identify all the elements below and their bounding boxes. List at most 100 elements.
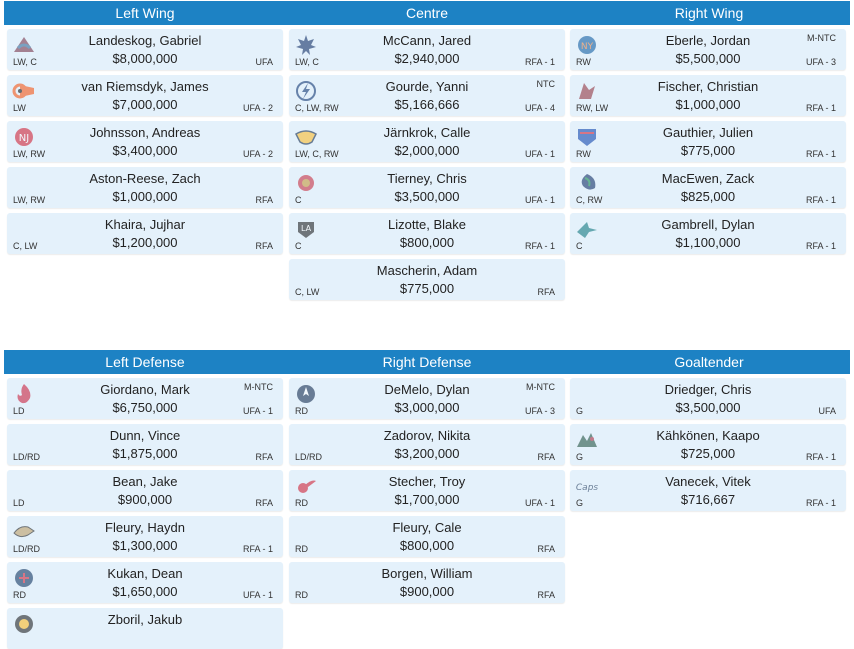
contract-status: UFA - 2 — [242, 149, 273, 159]
player-card[interactable]: Kukan, Dean $1,650,000 RD UFA - 1 — [7, 562, 283, 603]
contract-status: UFA — [255, 57, 273, 67]
position-label: LW, C — [13, 57, 37, 67]
position-label: G — [576, 452, 584, 462]
position-label: LW, RW — [13, 149, 46, 159]
player-card[interactable]: Stecher, Troy $1,700,000 RD UFA - 1 — [289, 470, 565, 511]
player-card[interactable]: Kähkönen, Kaapo $725,000 G RFA - 1 — [570, 424, 846, 465]
player-card[interactable]: Driedger, Chris $3,500,000 G UFA — [570, 378, 846, 419]
rangers-logo-icon — [575, 126, 599, 148]
player-card[interactable]: Landeskog, Gabriel $8,000,000 LW, C UFA — [7, 29, 283, 70]
player-card[interactable]: MacEwen, Zack $825,000 C, RW RFA - 1 — [570, 167, 846, 208]
blue-jackets-logo-icon — [12, 567, 36, 589]
header-right-wing: Right Wing — [674, 5, 744, 21]
position-label: C, LW — [295, 287, 320, 297]
player-card[interactable]: Tierney, Chris $3,500,000 C UFA - 1 — [289, 167, 565, 208]
player-name: Eberle, Jordan — [665, 33, 751, 48]
player-name: Aston-Reese, Zach — [89, 171, 201, 186]
player-card[interactable]: Järnkrok, Calle $2,000,000 LW, C, RW UFA - … — [289, 121, 565, 162]
defense-header-bar: Left Defense Right Defense Goaltender — [4, 350, 850, 374]
player-card[interactable]: Zboril, Jakub — [7, 608, 283, 649]
header-right-defense: Right Defense — [382, 354, 472, 370]
player-card[interactable]: Caps Vanecek, Vitek $716,667 G RFA - 1 — [570, 470, 846, 511]
player-card[interactable]: Bean, Jake $900,000 LD RFA — [7, 470, 283, 511]
cap-hit: $1,100,000 — [675, 235, 741, 250]
player-card[interactable]: McCann, Jared $2,940,000 LW, C RFA - 1 — [289, 29, 565, 70]
cap-hit: $725,000 — [680, 446, 736, 461]
capitals-logo-icon: Caps — [575, 475, 599, 497]
contract-status: UFA - 2 — [242, 103, 273, 113]
contract-status: RFA — [255, 241, 273, 251]
player-name: Driedger, Chris — [664, 382, 752, 397]
player-card[interactable]: Fleury, Haydn $1,300,000 LD/RD RFA - 1 — [7, 516, 283, 557]
player-card[interactable]: NY Eberle, Jordan $5,500,000 RW UFA - 3 M-NTC — [570, 29, 846, 70]
player-card[interactable]: Borgen, William $900,000 RD RFA — [289, 562, 565, 603]
player-card[interactable]: Zadorov, Nikita $3,200,000 LD/RD RFA — [289, 424, 565, 465]
player-card[interactable]: DeMelo, Dylan $3,000,000 RD UFA - 3 M-NTC — [289, 378, 565, 419]
coyotes-logo-icon — [575, 80, 599, 102]
position-label: LD — [13, 498, 25, 508]
svg-text:NY: NY — [581, 42, 594, 52]
cap-hit: $716,667 — [680, 492, 736, 507]
player-name: Giordano, Mark — [100, 382, 190, 397]
position-label: RW, LW — [576, 103, 609, 113]
cap-hit: $7,000,000 — [112, 97, 178, 112]
cap-hit: $1,000,000 — [675, 97, 741, 112]
player-card[interactable]: Gauthier, Julien $775,000 RW RFA - 1 — [570, 121, 846, 162]
player-card[interactable]: Giordano, Mark $6,750,000 LD UFA - 1 M-NTC — [7, 378, 283, 419]
player-name: Tierney, Chris — [387, 171, 467, 186]
player-card[interactable]: Gourde, Yanni $5,166,666 C, LW, RW UFA - 4 N… — [289, 75, 565, 116]
contract-status: UFA - 1 — [524, 149, 555, 159]
clause-badge: M-NTC — [807, 33, 836, 43]
svg-text:LA: LA — [301, 224, 312, 233]
cap-hit: $3,500,000 — [394, 189, 460, 204]
contract-status: UFA — [818, 406, 836, 416]
header-centre: Centre — [405, 5, 449, 21]
position-label: LD/RD — [13, 544, 41, 554]
clause-badge: M-NTC — [526, 382, 555, 392]
player-name: Zadorov, Nikita — [383, 428, 471, 443]
bruins-logo-icon — [12, 613, 36, 635]
contract-status: RFA — [255, 498, 273, 508]
canucks-logo-icon — [575, 172, 599, 194]
position-label: RD — [295, 590, 308, 600]
player-card[interactable]: van Riemsdyk, James $7,000,000 LW UFA - 2 — [7, 75, 283, 116]
wild-logo-icon — [575, 429, 599, 451]
position-label: RD — [295, 544, 308, 554]
lightning-logo-icon — [294, 80, 318, 102]
player-card[interactable]: NJ Johnsson, Andreas $3,400,000 LW, RW UFA -… — [7, 121, 283, 162]
position-label: C — [576, 241, 583, 251]
player-card[interactable]: Aston-Reese, Zach $1,000,000 LW, RW RFA — [7, 167, 283, 208]
player-name: Lizotte, Blake — [387, 217, 467, 232]
contract-status: RFA - 1 — [524, 57, 555, 67]
player-card[interactable]: Gambrell, Dylan $1,100,000 C RFA - 1 — [570, 213, 846, 254]
header-left-wing: Left Wing — [115, 5, 175, 21]
contract-status: UFA - 1 — [524, 498, 555, 508]
devils-logo-icon: NJ — [12, 126, 36, 148]
player-name: Gourde, Yanni — [385, 79, 469, 94]
contract-status: UFA - 3 — [805, 57, 836, 67]
cap-hit: $3,400,000 — [112, 143, 178, 158]
player-name: DeMelo, Dylan — [384, 382, 470, 397]
player-card[interactable]: Fleury, Cale $800,000 RD RFA — [289, 516, 565, 557]
maple-leafs-logo-icon — [294, 34, 318, 56]
player-name: McCann, Jared — [382, 33, 472, 48]
player-name: Gauthier, Julien — [662, 125, 754, 140]
contract-status: UFA - 1 — [524, 195, 555, 205]
islanders-logo-icon: NY — [575, 34, 599, 56]
player-card[interactable]: LA Lizotte, Blake $800,000 C RFA - 1 — [289, 213, 565, 254]
contract-status: RFA - 1 — [524, 241, 555, 251]
player-name: Bean, Jake — [112, 474, 178, 489]
player-name: Khaira, Jujhar — [104, 217, 186, 232]
player-card[interactable]: Mascherin, Adam $775,000 C, LW RFA — [289, 259, 565, 300]
contract-status: RFA — [537, 287, 555, 297]
position-label: LW, C — [295, 57, 319, 67]
cap-hit: $775,000 — [680, 143, 736, 158]
position-label: LW, C, RW — [295, 149, 339, 159]
contract-status: RFA - 1 — [242, 544, 273, 554]
player-card[interactable]: Dunn, Vince $1,875,000 LD/RD RFA — [7, 424, 283, 465]
player-card[interactable]: Khaira, Jujhar $1,200,000 C, LW RFA — [7, 213, 283, 254]
player-card[interactable]: Fischer, Christian $1,000,000 RW, LW RFA - … — [570, 75, 846, 116]
flames-logo-icon — [12, 383, 36, 405]
cap-hit: $900,000 — [117, 492, 173, 507]
contract-status: UFA - 4 — [524, 103, 555, 113]
